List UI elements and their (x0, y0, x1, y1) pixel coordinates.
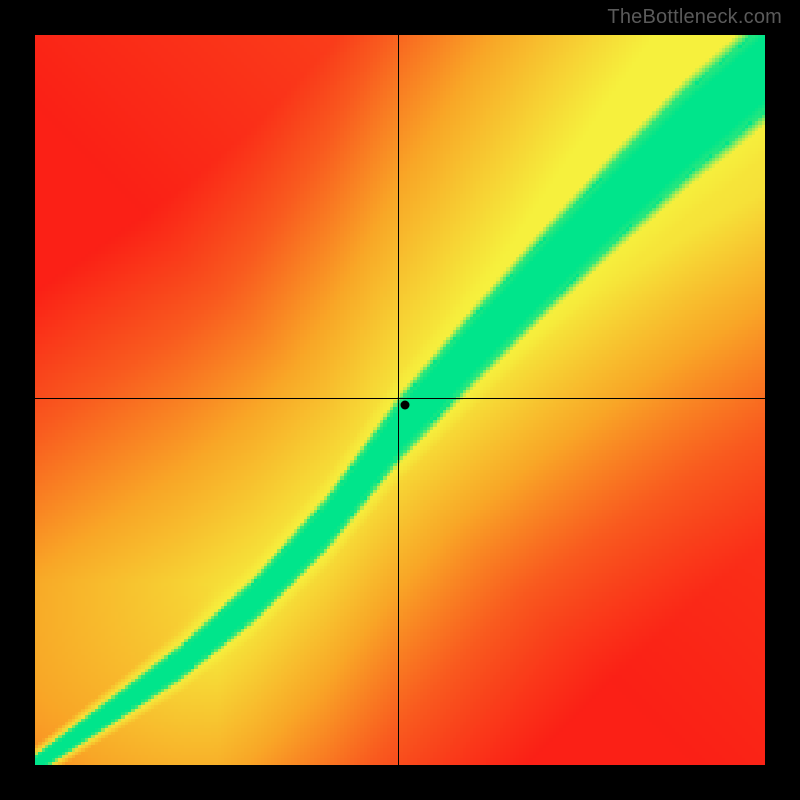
heatmap-canvas (35, 35, 765, 765)
bottleneck-marker-dot (401, 401, 410, 410)
crosshair-vertical (398, 35, 399, 765)
crosshair-horizontal (35, 398, 765, 399)
watermark-text: TheBottleneck.com (607, 6, 782, 29)
heatmap-plot (35, 35, 765, 765)
